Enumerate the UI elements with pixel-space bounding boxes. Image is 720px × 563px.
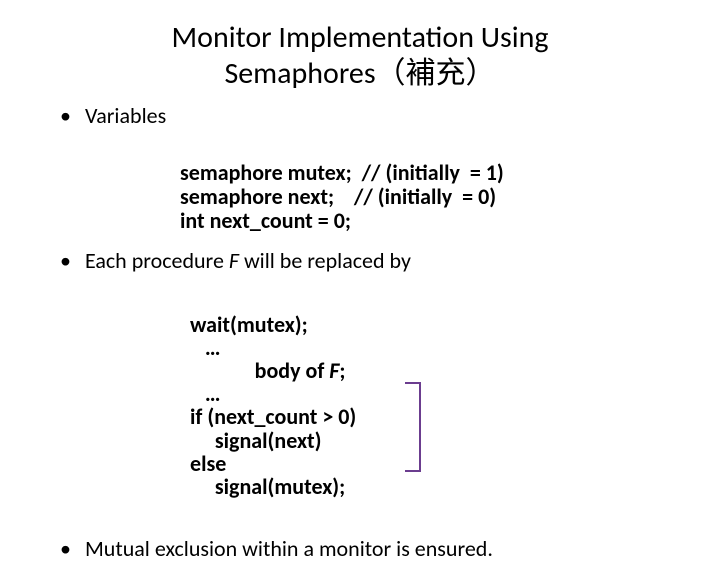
- bullet-text: Each procedure F will be replaced by: [85, 247, 411, 276]
- var-F: F: [229, 247, 239, 274]
- bullet-text: Variables: [85, 102, 166, 131]
- slide-title: Monitor Implementation Using Semaphores（…: [40, 20, 680, 92]
- bullet-mark: •: [60, 102, 71, 131]
- code1-line1: semaphore mutex; // (initially = 1): [180, 159, 504, 186]
- code-block-1: semaphore mutex; // (initially = 1) sema…: [180, 137, 680, 234]
- bullet-variables: • Variables: [60, 102, 680, 131]
- bullet-mark: •: [60, 535, 71, 563]
- code1-line2: semaphore next; // (initially = 0): [180, 183, 496, 210]
- var-F: F: [329, 357, 339, 384]
- code2-line8: signal(mutex);: [190, 473, 345, 500]
- bracket-icon: [405, 382, 421, 472]
- code-block-2: wait(mutex); … body of F; … if (next_cou…: [190, 290, 680, 521]
- bullet-mark: •: [60, 247, 71, 276]
- code1-line3: int next_count = 0;: [180, 207, 351, 234]
- bullet-procedure: • Each procedure F will be replaced by: [60, 247, 680, 276]
- bullet-text: Mutual exclusion within a monitor is ens…: [85, 535, 493, 563]
- title-line-1: Monitor Implementation Using: [171, 19, 548, 56]
- title-line-2: Semaphores（補充）: [224, 55, 495, 92]
- bullet-mutual-exclusion: • Mutual exclusion within a monitor is e…: [60, 535, 680, 563]
